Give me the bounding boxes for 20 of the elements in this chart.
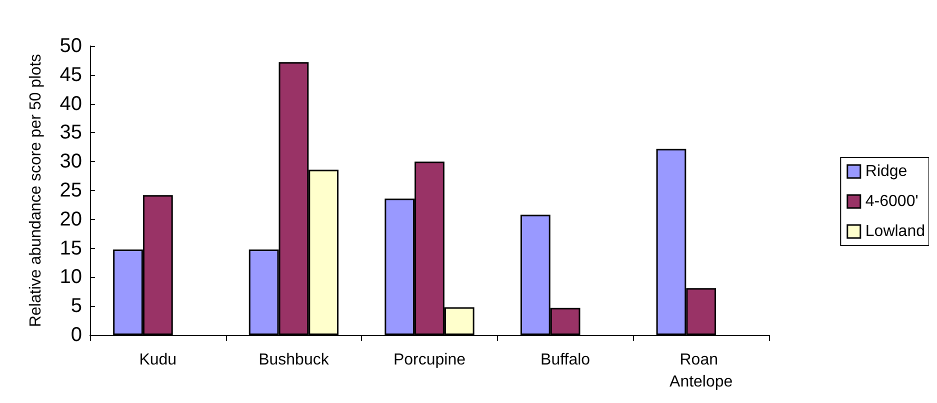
x-tick-label: Porcupine <box>393 352 466 368</box>
y-tick-label: 10 <box>60 266 82 288</box>
y-tick-label: 40 <box>60 92 82 115</box>
y-tick-label: 5 <box>70 295 82 318</box>
legend-label: Lowland <box>865 223 926 240</box>
legend-label: 4-6000' <box>865 193 918 210</box>
x-tick-label: Roan Antelope <box>670 352 733 390</box>
y-tick-label: 0 <box>70 324 82 346</box>
x-tick-label: Bushbuck <box>258 352 330 368</box>
y-tick-label: 25 <box>60 180 82 202</box>
y-tick-label: 35 <box>60 122 82 144</box>
y-tick-label: 50 <box>60 35 82 57</box>
x-tick-label: Kudu <box>139 352 177 368</box>
y-tick-label: 20 <box>60 208 82 230</box>
y-axis-title: Relative abundance score per 50 plots <box>28 54 44 328</box>
x-tick-label: Buffalo <box>540 352 590 368</box>
y-tick-label: 45 <box>60 64 82 86</box>
legend-label: Ridge <box>865 163 908 180</box>
y-tick-label: 30 <box>60 150 82 173</box>
y-tick-label: 15 <box>60 237 82 260</box>
